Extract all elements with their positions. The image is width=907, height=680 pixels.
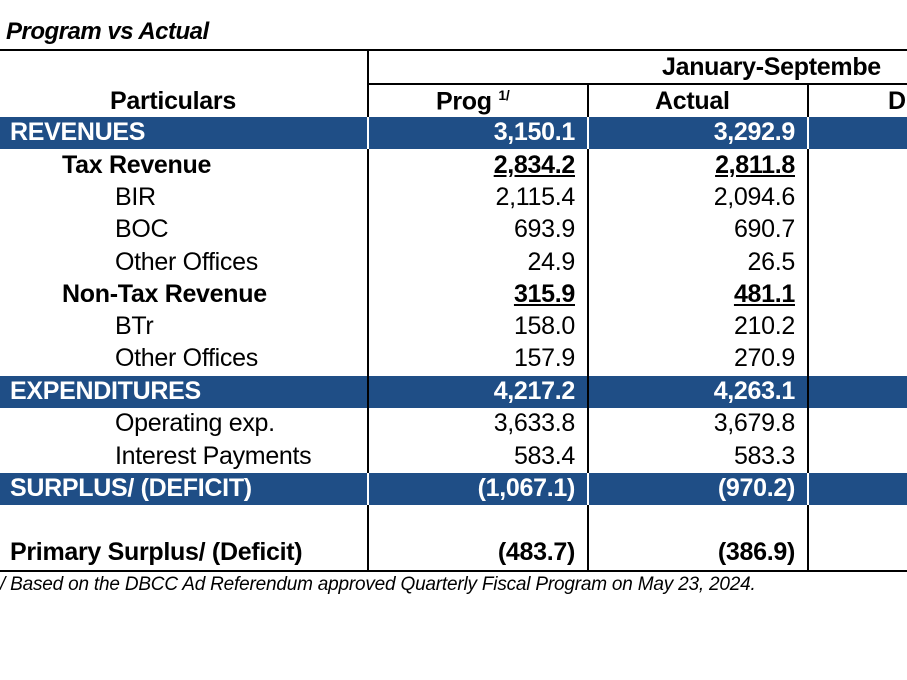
row-label: Operating exp. xyxy=(115,409,275,437)
period-underline xyxy=(368,83,907,85)
actual-value: 481.1 xyxy=(733,280,795,308)
row-label: Non-Tax Revenue xyxy=(62,280,267,308)
period-header: January-Septembe xyxy=(662,53,881,81)
table-row-primary-surplus: Primary Surplus/ (Deficit) (483.7) (386.… xyxy=(0,537,907,569)
table-title: Program vs Actual xyxy=(6,18,209,45)
table-row-other-offices-nontax: Other Offices 157.9 270.9 xyxy=(0,343,907,375)
actual-value: (970.2) xyxy=(717,474,795,502)
table-row-expenditures: EXPENDITURES 4,217.2 4,263.1 xyxy=(0,376,907,408)
row-label: BOC xyxy=(115,215,169,243)
actual-value: 2,094.6 xyxy=(713,183,796,211)
column-separator xyxy=(587,376,589,408)
row-label: Interest Payments xyxy=(115,442,312,470)
actual-value: 26.5 xyxy=(747,248,796,276)
prog-value: 3,150.1 xyxy=(493,118,576,146)
row-label: BIR xyxy=(115,183,156,211)
table-row-revenues: REVENUES 3,150.1 3,292.9 xyxy=(0,117,907,149)
table-row-surplus-deficit: SURPLUS/ (DEFICIT) (1,067.1) (970.2) xyxy=(0,473,907,505)
actual-value: 2,811.8 xyxy=(715,151,795,179)
prog-value: 583.4 xyxy=(513,442,575,470)
prog-value: 4,217.2 xyxy=(493,377,576,405)
row-label: Tax Revenue xyxy=(62,151,212,179)
table-row-tax-revenue: Tax Revenue 2,834.2 2,811.8 xyxy=(0,150,907,182)
column-separator xyxy=(367,117,369,149)
column-separator xyxy=(587,473,589,505)
row-label: EXPENDITURES xyxy=(10,377,201,405)
row-label: Primary Surplus/ (Deficit) xyxy=(10,538,303,566)
column-separator xyxy=(367,376,369,408)
table-row-bir: BIR 2,115.4 2,094.6 xyxy=(0,182,907,214)
row-label: Other Offices xyxy=(115,248,258,276)
prog-value: (483.7) xyxy=(497,538,575,566)
column-separator xyxy=(807,473,809,505)
column-separator xyxy=(587,117,589,149)
table-bottom-border xyxy=(0,570,907,572)
table-row-boc: BOC 693.9 690.7 xyxy=(0,214,907,246)
table-row-operating-exp: Operating exp. 3,633.8 3,679.8 xyxy=(0,408,907,440)
col-divider-3 xyxy=(807,84,809,571)
actual-header: Actual xyxy=(655,87,730,115)
actual-value: 583.3 xyxy=(733,442,795,470)
column-separator xyxy=(807,117,809,149)
actual-value: 270.9 xyxy=(733,344,795,372)
prog-value: 24.9 xyxy=(527,248,576,276)
table-row-non-tax-revenue: Non-Tax Revenue 315.9 481.1 xyxy=(0,279,907,311)
actual-value: 210.2 xyxy=(733,312,795,340)
row-label: SURPLUS/ (DEFICIT) xyxy=(10,474,252,502)
prog-value: 2,115.4 xyxy=(495,183,576,211)
table-top-border xyxy=(0,49,907,51)
prog-header: Prog 1/ xyxy=(436,87,510,116)
particulars-header: Particulars xyxy=(110,87,236,115)
prog-header-label: Prog xyxy=(436,87,492,116)
col-divider-1 xyxy=(367,49,369,571)
third-col-header: D xyxy=(888,87,906,115)
actual-value: 3,679.8 xyxy=(713,409,796,437)
prog-value: 315.9 xyxy=(513,280,575,308)
actual-value: 3,292.9 xyxy=(713,118,796,146)
actual-value: (386.9) xyxy=(717,538,795,566)
prog-footnote-mark: 1/ xyxy=(498,87,510,103)
prog-value: 693.9 xyxy=(513,215,575,243)
prog-value: 2,834.2 xyxy=(493,151,576,179)
row-label: REVENUES xyxy=(10,118,146,146)
prog-value: 3,633.8 xyxy=(493,409,576,437)
table-row-btr: BTr 158.0 210.2 xyxy=(0,311,907,343)
row-label: BTr xyxy=(115,312,154,340)
prog-value: 157.9 xyxy=(513,344,575,372)
column-separator xyxy=(807,376,809,408)
column-separator xyxy=(367,473,369,505)
prog-value: 158.0 xyxy=(513,312,575,340)
prog-value: (1,067.1) xyxy=(477,474,576,502)
row-label: Other Offices xyxy=(115,344,258,372)
col-divider-2 xyxy=(587,84,589,571)
footnote: / Based on the DBCC Ad Referendum approv… xyxy=(0,574,756,595)
actual-value: 690.7 xyxy=(733,215,795,243)
actual-value: 4,263.1 xyxy=(713,377,796,405)
table-row-other-offices-tax: Other Offices 24.9 26.5 xyxy=(0,247,907,279)
table-row-interest-payments: Interest Payments 583.4 583.3 xyxy=(0,441,907,473)
